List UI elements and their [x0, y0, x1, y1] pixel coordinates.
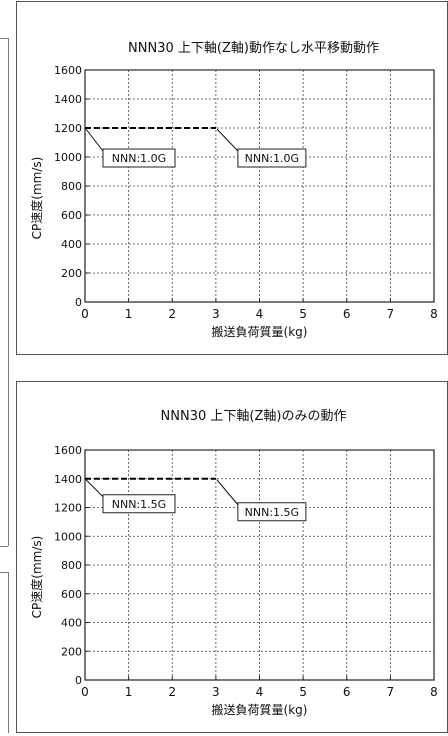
y-tick-label: 1600 — [54, 444, 82, 457]
x-axis-label: 搬送負荷質量(kg) — [212, 324, 308, 339]
x-tick-label: 2 — [168, 307, 176, 321]
chart-1: NNN30 上下軸(Z軸)動作なし水平移動動作 0 1 2 3 4 5 6 7 8 0 200 400 6… — [29, 41, 438, 339]
x-axis-label: 搬送負荷質量(kg) — [212, 702, 308, 717]
annotation-leader — [216, 479, 239, 506]
y-axis-label: CP速度(mm/s) — [29, 536, 44, 619]
x-tick-label: 8 — [430, 685, 438, 699]
y-tick-label: 1200 — [54, 502, 82, 515]
y-tick-label: 200 — [61, 645, 82, 658]
y-tick-label: 0 — [75, 674, 82, 687]
x-tick-label: 2 — [168, 685, 176, 699]
x-tick-label: 5 — [299, 685, 307, 699]
x-tick-label: 4 — [256, 685, 264, 699]
y-tick-label: 400 — [61, 238, 82, 251]
y-tick-label: 400 — [61, 617, 82, 630]
y-tick-label: 1200 — [54, 122, 82, 135]
x-tick-label: 1 — [125, 685, 133, 699]
annotation-leader — [216, 128, 239, 152]
annotation-box — [237, 502, 307, 522]
left-frame-corner-bottom — [0, 546, 8, 547]
x-tick-label: 3 — [212, 307, 220, 321]
chart-title: NNN30 上下軸(Z軸)のみの動作 — [161, 409, 347, 424]
y-tick-label: 600 — [61, 209, 82, 222]
x-tick-label: 4 — [256, 307, 264, 321]
y-tick-label: 800 — [61, 180, 82, 193]
annotation-leader — [85, 128, 104, 152]
chart-2: NNN30 上下軸(Z軸)のみの動作 0 1 2 3 4 5 6 7 8 0 200 400 600 800… — [29, 409, 438, 717]
x-tick-label: 8 — [430, 307, 438, 321]
y-tick-label: 200 — [61, 267, 82, 280]
y-tick-label: 0 — [75, 296, 82, 309]
y-tick-label: 1400 — [54, 473, 82, 486]
annotation-leader — [85, 479, 104, 498]
y-tick-label: 1600 — [54, 64, 82, 77]
y-axis-label: CP速度(mm/s) — [29, 157, 44, 240]
left-frame-corner-lower — [0, 572, 8, 573]
chart-panel-2: NNN30 上下軸(Z軸)のみの動作 0 1 2 3 4 5 6 7 8 0 200 400 600 800… — [16, 381, 448, 733]
annotation-label: NNN:1.0G — [112, 152, 166, 165]
x-tick-label: 7 — [387, 685, 395, 699]
left-frame-corner-top — [0, 38, 8, 39]
annotation-box — [237, 148, 307, 168]
x-tick-label: 0 — [81, 685, 89, 699]
annotation-box — [102, 148, 176, 168]
x-tick-label: 5 — [299, 307, 307, 321]
annotation-label: NNN:1.0G — [245, 152, 299, 165]
annotation-label: NNN:1.5G — [245, 506, 299, 519]
x-tick-label: 6 — [343, 685, 351, 699]
y-tick-label: 1000 — [54, 151, 82, 164]
chart-title: NNN30 上下軸(Z軸)動作なし水平移動動作 — [128, 41, 379, 56]
y-tick-label: 800 — [61, 559, 82, 572]
plot-area — [84, 449, 435, 681]
x-tick-label: 6 — [343, 307, 351, 321]
x-tick-label: 7 — [387, 307, 395, 321]
y-tick-label: 1400 — [54, 93, 82, 106]
x-tick-label: 0 — [81, 307, 89, 321]
annotation-label: NNN:1.5G — [112, 498, 166, 511]
annotation-box — [102, 494, 176, 514]
left-frame-edge-top — [8, 38, 9, 546]
y-tick-label: 600 — [61, 588, 82, 601]
x-tick-label: 3 — [212, 685, 220, 699]
left-frame-edge-bottom — [8, 572, 9, 733]
x-tick-label: 1 — [125, 307, 133, 321]
chart-panel-1: NNN30 上下軸(Z軸)動作なし水平移動動作 0 1 2 3 4 5 6 7 8 0 200 400 6… — [16, 1, 448, 355]
y-tick-label: 1000 — [54, 530, 82, 543]
